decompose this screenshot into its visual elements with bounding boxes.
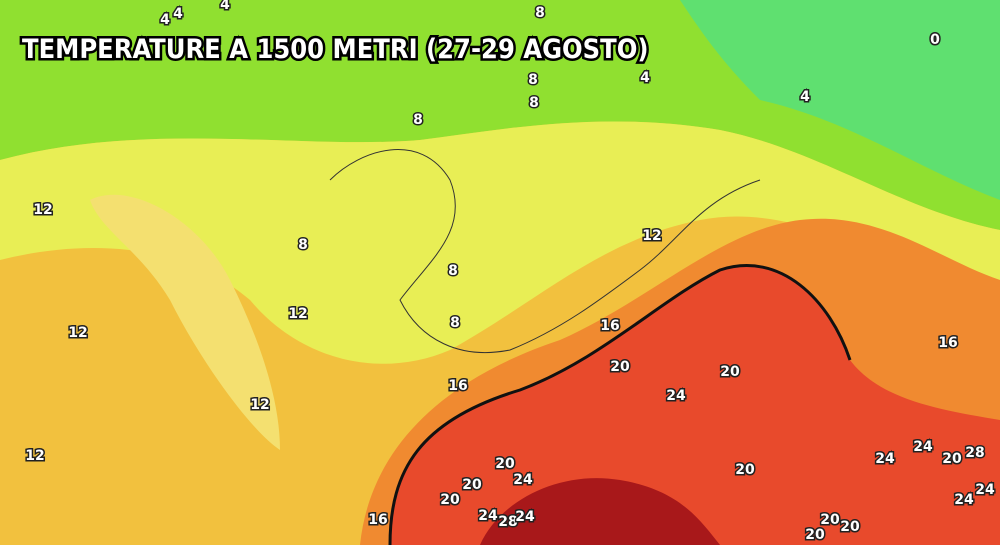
map-title: TEMPERATURE A 1500 METRI (27-29 AGOSTO) bbox=[22, 34, 648, 65]
contour-label: 8 bbox=[535, 5, 545, 21]
contour-label: 12 bbox=[25, 448, 44, 464]
contour-label: 20 bbox=[735, 462, 755, 478]
contour-label: 12 bbox=[68, 325, 87, 341]
contour-label: 24 bbox=[954, 492, 974, 508]
contour-label: 16 bbox=[368, 512, 387, 528]
contour-label: 8 bbox=[450, 315, 460, 331]
contour-label: 20 bbox=[805, 527, 825, 543]
contour-label: 0 bbox=[930, 32, 940, 48]
contour-label: 12 bbox=[642, 228, 661, 244]
coastline bbox=[329, 149, 761, 354]
mild-pool bbox=[90, 194, 280, 450]
contour-label: 8 bbox=[298, 237, 308, 253]
isotherm-20 bbox=[388, 264, 852, 545]
contour-label: 24 bbox=[875, 451, 895, 467]
contour-label: 20 bbox=[462, 477, 482, 493]
contour-label: 20 bbox=[610, 359, 630, 375]
contour-label: 24 bbox=[666, 388, 686, 404]
contour-label: 24 bbox=[913, 439, 933, 455]
contour-label: 8 bbox=[528, 72, 538, 88]
contour-label: 24 bbox=[975, 482, 995, 498]
contour-label: 4 bbox=[173, 6, 183, 22]
contour-label: 12 bbox=[33, 202, 52, 218]
contour-label: 24 bbox=[515, 509, 535, 525]
mild-zone bbox=[0, 121, 1000, 364]
contour-label: 20 bbox=[720, 364, 740, 380]
contour-label: 8 bbox=[529, 95, 539, 111]
contour-label: 12 bbox=[288, 306, 307, 322]
very-hot-zone bbox=[480, 478, 720, 545]
contour-label: 16 bbox=[600, 318, 619, 334]
contour-label: 16 bbox=[938, 335, 957, 351]
contour-label: 24 bbox=[513, 472, 533, 488]
contour-label: 4 bbox=[640, 70, 650, 86]
contour-label: 20 bbox=[495, 456, 515, 472]
contour-label: 4 bbox=[220, 0, 230, 13]
contour-label: 8 bbox=[413, 112, 423, 128]
contour-label: 8 bbox=[448, 263, 458, 279]
contour-label: 20 bbox=[840, 519, 860, 535]
contour-label: 16 bbox=[448, 378, 467, 394]
contour-label: 20 bbox=[820, 512, 840, 528]
hot-zone bbox=[390, 265, 1000, 545]
contour-label: 28 bbox=[965, 445, 984, 461]
cold-zone bbox=[680, 0, 1000, 200]
contour-label: 20 bbox=[942, 451, 962, 467]
contour-label: 20 bbox=[440, 492, 460, 508]
contour-label: 4 bbox=[160, 12, 170, 28]
contour-label: 24 bbox=[478, 508, 498, 524]
contour-label: 28 bbox=[498, 514, 517, 530]
contour-label: 4 bbox=[800, 89, 810, 105]
contour-label: 12 bbox=[250, 397, 269, 413]
